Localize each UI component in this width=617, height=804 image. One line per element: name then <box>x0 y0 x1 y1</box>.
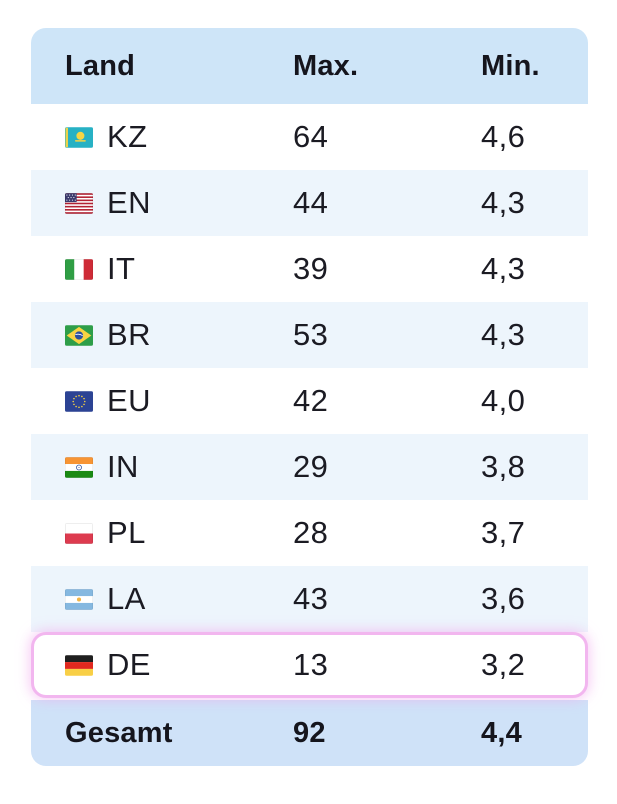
table-row-en[interactable]: EN 44 4,3 <box>31 170 588 236</box>
max-value: 29 <box>293 449 329 484</box>
country-code: KZ <box>107 119 148 154</box>
country-code: LA <box>107 581 146 616</box>
it-flag-icon <box>65 258 93 280</box>
max-value: 43 <box>293 581 329 616</box>
country-code: EU <box>107 383 151 418</box>
min-value: 4,6 <box>481 119 526 154</box>
eu-flag-icon <box>65 390 93 412</box>
in-flag-icon <box>65 456 93 478</box>
min-value: 3,8 <box>481 449 526 484</box>
total-label: Gesamt <box>65 716 173 749</box>
pl-flag-icon <box>65 522 93 544</box>
country-code: IN <box>107 449 139 484</box>
ar-flag-icon <box>65 588 93 610</box>
table-row-kz[interactable]: KZ 64 4,6 <box>31 104 588 170</box>
max-value: 42 <box>293 383 329 418</box>
country-code: EN <box>107 185 151 220</box>
table-body: KZ 64 4,6 EN 44 4,3 IT 39 4,3 BR 53 4,3 … <box>31 104 588 698</box>
table-header: Land Max. Min. <box>31 28 588 104</box>
max-value: 28 <box>293 515 329 550</box>
max-value: 64 <box>293 119 329 154</box>
max-value: 44 <box>293 185 329 220</box>
column-header-min: Min. <box>481 49 540 82</box>
country-table: Land Max. Min. KZ 64 4,6 EN 44 4,3 IT 39… <box>31 28 588 766</box>
us-flag-icon <box>65 192 93 214</box>
table-row-it[interactable]: IT 39 4,3 <box>31 236 588 302</box>
min-value: 3,7 <box>481 515 526 550</box>
min-value: 4,3 <box>481 251 526 286</box>
table-row-pl[interactable]: PL 28 3,7 <box>31 500 588 566</box>
min-value: 4,3 <box>481 185 526 220</box>
total-min-value: 4,4 <box>481 716 522 749</box>
table-row-de[interactable]: DE 13 3,2 <box>31 632 588 698</box>
table-row-eu[interactable]: EU 42 4,0 <box>31 368 588 434</box>
min-value: 4,0 <box>481 383 526 418</box>
max-value: 39 <box>293 251 329 286</box>
table-row-in[interactable]: IN 29 3,8 <box>31 434 588 500</box>
country-code: BR <box>107 317 151 352</box>
country-code: DE <box>107 647 151 682</box>
column-header-land: Land <box>65 49 136 82</box>
min-value: 4,3 <box>481 317 526 352</box>
min-value: 3,2 <box>481 647 526 682</box>
column-header-max: Max. <box>293 49 359 82</box>
min-value: 3,6 <box>481 581 526 616</box>
total-max-value: 92 <box>293 716 326 749</box>
country-code: PL <box>107 515 146 550</box>
table-row-la[interactable]: LA 43 3,6 <box>31 566 588 632</box>
br-flag-icon <box>65 324 93 346</box>
table-row-br[interactable]: BR 53 4,3 <box>31 302 588 368</box>
total-row: Gesamt 92 4,4 <box>31 700 588 766</box>
country-code: IT <box>107 251 136 286</box>
kz-flag-icon <box>65 126 93 148</box>
max-value: 13 <box>293 647 329 682</box>
max-value: 53 <box>293 317 329 352</box>
de-flag-icon <box>65 654 93 676</box>
